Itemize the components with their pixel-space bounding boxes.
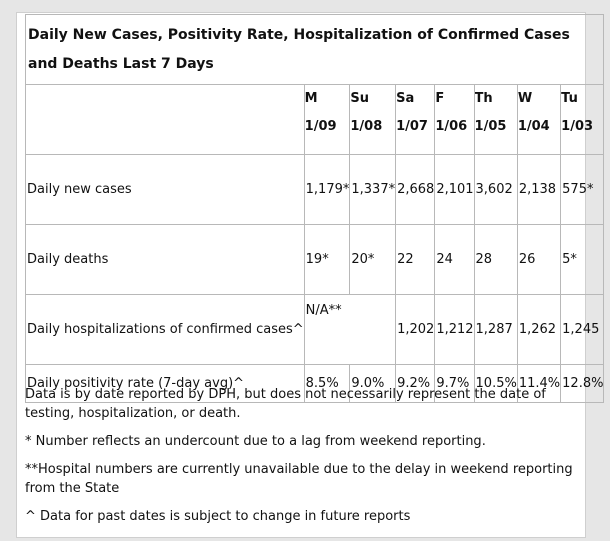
table-cell: 1,287 <box>473 294 518 365</box>
header-blank-cell <box>25 84 305 155</box>
note-date-reported: Data is by date reported by DPH, but doe… <box>25 387 546 421</box>
table-cell: 5* <box>560 224 605 295</box>
header-cell: W 1/04 <box>516 84 562 155</box>
header-day: M <box>304 91 318 106</box>
header-date: 1/05 <box>474 119 507 134</box>
header-day: F <box>435 91 445 106</box>
table-cell: 8.5% <box>303 364 351 403</box>
row-label: Daily hospitalizations of confirmed case… <box>25 294 305 365</box>
table-cell: 1,262 <box>516 294 562 365</box>
covid-stats-table: Daily New Cases, Positivity Rate, Hospit… <box>24 14 605 403</box>
row-label: Daily deaths <box>25 224 305 295</box>
table-row-new-cases: Daily new cases 1,179* 1,337* 2,668 2,10… <box>25 154 605 225</box>
table-cell: 12.8% <box>560 364 605 403</box>
table-row-deaths: Daily deaths 19* 20* 22 24 28 26 5* <box>25 224 605 295</box>
header-day: Th <box>474 91 493 106</box>
header-day: Tu <box>561 91 578 106</box>
table-cell: 1,202 <box>395 294 436 365</box>
table-cell: 9.2% <box>395 364 436 403</box>
header-date: 1/09 <box>304 119 337 134</box>
row-label: Daily positivity rate (7-day avg)^ <box>25 364 305 403</box>
table-cell: 2,668 <box>395 154 436 225</box>
footnotes: Data is by date reported by DPH, but doe… <box>25 385 581 535</box>
header-row: M 1/09 Su 1/08 Sa 1/07 F 1/06 Th 1/05 W 1/04 T… <box>25 84 605 155</box>
table-cell: 2,138 <box>516 154 562 225</box>
table-cell: 11.4% <box>516 364 562 403</box>
table-cell: 10.5% <box>473 364 518 403</box>
header-date: 1/08 <box>350 119 383 134</box>
table-cell: 1,212 <box>434 294 475 365</box>
table-title: Daily New Cases, Positivity Rate, Hospit… <box>24 14 605 85</box>
header-date: 1/03 <box>561 119 594 134</box>
table-row-positivity: Daily positivity rate (7-day avg)^ 8.5% … <box>25 364 605 403</box>
table-cell: 2,101 <box>434 154 475 225</box>
header-date: 1/06 <box>435 119 468 134</box>
header-day: Su <box>350 91 369 106</box>
header-cell: Su 1/08 <box>349 84 397 155</box>
row-label: Daily new cases <box>25 154 305 225</box>
table-row-hospitalizations: Daily hospitalizations of confirmed case… <box>25 294 605 365</box>
table-cell: 575* <box>560 154 605 225</box>
table-cell: 3,602 <box>473 154 518 225</box>
header-cell: Sa 1/07 <box>395 84 436 155</box>
table-cell: 1,179* <box>303 154 351 225</box>
table-cell: 19* <box>303 224 351 295</box>
table-cell: 26 <box>516 224 562 295</box>
header-cell: Th 1/05 <box>473 84 518 155</box>
content-panel: Daily New Cases, Positivity Rate, Hospit… <box>16 12 605 538</box>
table-cell: N/A** <box>303 294 397 365</box>
table-cell: 1,245 <box>560 294 605 365</box>
table-cell: 28 <box>473 224 518 295</box>
note-subject-to-change: ^ Data for past dates is subject to chan… <box>25 509 411 524</box>
header-cell: Tu 1/03 <box>560 84 605 155</box>
header-cell: M 1/09 <box>303 84 351 155</box>
table-cell: 1,337* <box>349 154 397 225</box>
table-cell: 22 <box>395 224 436 295</box>
note-hospital-unavailable: **Hospital numbers are currently unavail… <box>25 462 573 496</box>
header-date: 1/04 <box>517 119 550 134</box>
header-cell: F 1/06 <box>434 84 475 155</box>
header-day: W <box>517 91 533 106</box>
table-cell: 24 <box>434 224 475 295</box>
table-cell: 20* <box>349 224 397 295</box>
note-undercount: * Number reflects an undercount due to a… <box>25 434 486 449</box>
header-day: Sa <box>396 91 415 106</box>
header-date: 1/07 <box>396 119 428 134</box>
